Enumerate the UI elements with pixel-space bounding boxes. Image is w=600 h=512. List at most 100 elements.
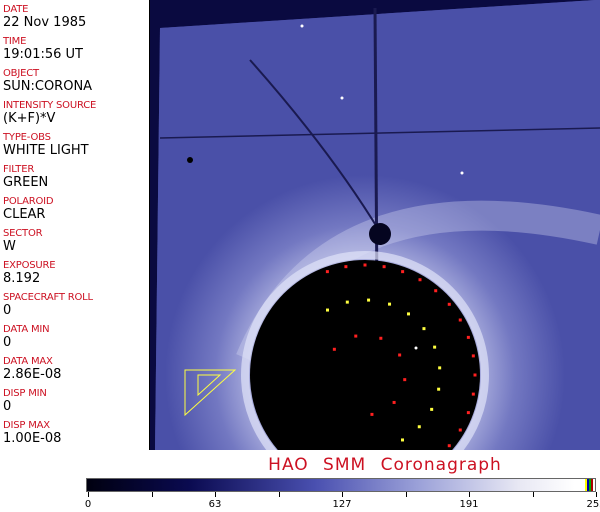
fiducial-dot: [370, 412, 374, 416]
field-label: DATA MAX: [3, 356, 53, 367]
fiducial-dot: [403, 378, 407, 382]
fiducial-dot: [407, 312, 411, 316]
field-polaroid: POLAROID CLEAR: [3, 196, 54, 222]
fiducial-triangle: [184, 369, 237, 417]
colorbar-tick-label: 127: [332, 499, 352, 510]
fiducial-dot: [388, 302, 392, 306]
field-label: INTENSITY SOURCE: [3, 100, 97, 111]
fiducial-dot: [345, 300, 349, 304]
fiducial-dot: [325, 270, 329, 274]
field-exposure: EXPOSURE 8.192: [3, 260, 56, 286]
fiducial-dot: [466, 335, 470, 339]
fiducial-dot: [433, 345, 437, 349]
colorbar-tick: [469, 492, 470, 497]
fiducial-dot: [422, 327, 426, 331]
colorbar-tick: [405, 492, 407, 497]
field-value: 0: [3, 303, 12, 318]
field-label: TIME: [3, 36, 27, 47]
field-value: 19:01:56 UT: [3, 47, 83, 62]
field-value: 2.86E-08: [3, 367, 62, 382]
fiducial-dot: [344, 265, 348, 269]
field-sector: SECTOR W: [3, 228, 43, 254]
field-value: GREEN: [3, 175, 49, 190]
fiducial-dot: [367, 298, 371, 302]
field-value: CLEAR: [3, 207, 46, 222]
fiducial-dots: [325, 263, 477, 448]
fiducial-dot: [438, 366, 442, 370]
field-value: WHITE LIGHT: [3, 143, 89, 158]
instrument-title: HAO SMM Coronagraph: [268, 455, 502, 475]
fiducial-dot: [398, 353, 402, 357]
fiducial-dot: [401, 270, 405, 274]
fiducial-dot: [401, 438, 404, 442]
field-value: W: [3, 239, 16, 254]
fiducial-dot: [458, 318, 462, 322]
fiducial-dot: [447, 444, 451, 448]
field-value: (K+F)*V: [3, 111, 56, 126]
pylon-hub: [369, 223, 391, 245]
field-label: POLAROID: [3, 196, 54, 207]
field-value: 22 Nov 1985: [3, 15, 87, 30]
colorbar-tick: [151, 492, 153, 497]
field-spacecraft-roll: SPACECRAFT ROLL 0: [3, 292, 93, 318]
colorbar-tick-label: 191: [459, 499, 479, 510]
field-label: OBJECT: [3, 68, 39, 79]
field-label: TYPE-OBS: [3, 132, 51, 143]
colorbar-markers: [585, 479, 593, 491]
fiducial-dot: [363, 263, 367, 267]
colorbar-tick: [596, 492, 597, 497]
field-filter: FILTER GREEN: [3, 164, 48, 190]
field-label: FILTER: [3, 164, 35, 175]
colorbar-tick-label: 255: [586, 499, 600, 510]
field-date: DATE 22 Nov 1985: [3, 4, 86, 30]
coronagraph-image: [150, 0, 600, 450]
colorbar-tick: [532, 492, 534, 497]
pylon-horizontal: [159, 127, 600, 139]
fiducial-dot: [471, 392, 475, 396]
field-label: DATE: [3, 4, 29, 15]
fiducial-dot: [354, 334, 358, 338]
occulter-disk: [250, 260, 480, 450]
fiducial-dot: [447, 302, 451, 306]
colorbar-tick: [215, 492, 216, 497]
field-disp-min: DISP MIN 0: [3, 388, 47, 414]
colorbar-tick: [278, 492, 280, 497]
field-label: EXPOSURE: [3, 260, 56, 271]
fiducial-dot: [332, 347, 336, 351]
colorbar-tick: [88, 492, 89, 497]
field-label: DATA MIN: [3, 324, 50, 335]
fiducial-dot: [392, 400, 396, 404]
field-disp-max: DISP MAX 1.00E-08: [3, 420, 61, 446]
fiducial-dot: [417, 425, 421, 429]
field-label: SECTOR: [3, 228, 43, 239]
fiducial-dot: [473, 373, 477, 377]
field-value: SUN:CORONA: [3, 79, 93, 94]
field-value: 0: [3, 399, 12, 414]
field-value: 8.192: [3, 271, 41, 286]
fiducial-dot: [458, 428, 462, 432]
fiducial-dot: [382, 265, 386, 269]
colorbar-tick-label: 0: [84, 499, 92, 510]
fiducial-dot: [430, 407, 434, 411]
fiducial-dot: [379, 336, 383, 340]
fiducial-dot: [466, 411, 470, 415]
field-label: DISP MIN: [3, 388, 47, 399]
fiducial-dot: [434, 289, 438, 293]
fiducial-dot: [471, 354, 475, 358]
header-info-panel: DATE 22 Nov 1985 TIME 19:01:56 UT OBJECT SUN:…: [0, 0, 150, 450]
field-value: 0: [3, 335, 12, 350]
field-intensity-source: INTENSITY SOURCE (K+F)*V: [3, 100, 96, 126]
fiducial-dot: [437, 387, 441, 391]
colorbar-tick: [342, 492, 343, 497]
field-data-min: DATA MIN 0: [3, 324, 50, 350]
field-value: 1.00E-08: [3, 431, 62, 446]
field-data-max: DATA MAX 2.86E-08: [3, 356, 61, 382]
field-type-obs: TYPE-OBS WHITE LIGHT: [3, 132, 89, 158]
field-label: DISP MAX: [3, 420, 50, 431]
colorbar-tick-label: 63: [208, 499, 222, 510]
colorbar: [86, 478, 596, 492]
field-time: TIME 19:01:56 UT: [3, 36, 83, 62]
fiducial-dot: [418, 278, 422, 282]
field-label: SPACECRAFT ROLL: [3, 292, 93, 303]
fiducial-dot: [326, 308, 329, 312]
